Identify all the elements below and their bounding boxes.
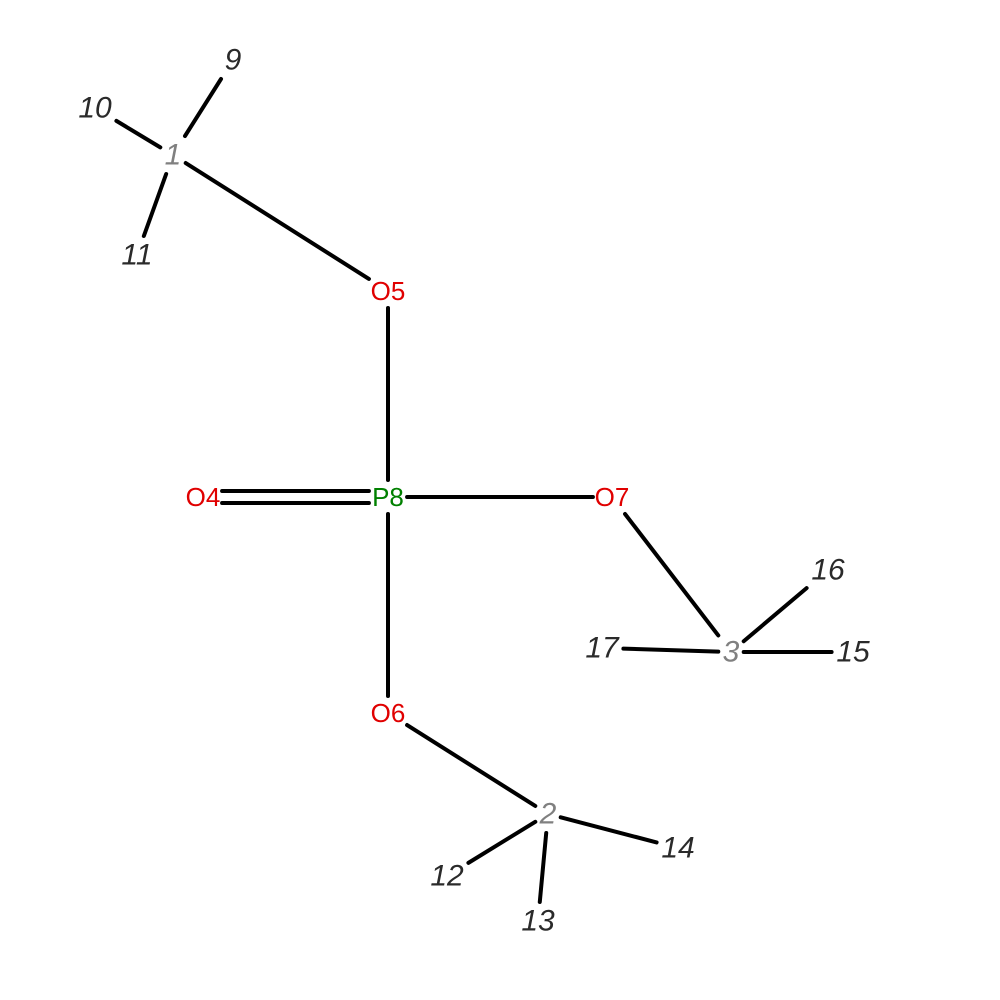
atom-element-label: O4 <box>186 482 221 512</box>
atom-index-label: 14 <box>661 832 694 865</box>
bond-line <box>116 121 160 147</box>
bond-line <box>186 163 369 279</box>
molecular-structure-diagram: 1 9 10 11 O5 P8 O4 O7 O6 3 15 16 17 2 12 13 14 <box>0 0 1000 1000</box>
atom-index-label: 15 <box>836 636 870 669</box>
bond-line <box>625 514 718 635</box>
atom-element-label: O5 <box>371 276 406 306</box>
atom-element-label: O6 <box>371 698 406 728</box>
atom-element-label: P8 <box>372 482 404 512</box>
atom-index-label: 3 <box>723 636 740 669</box>
atom-index-label: 11 <box>121 239 152 272</box>
bond-line <box>468 822 535 863</box>
bond-line <box>744 588 807 641</box>
bond-line <box>561 817 657 842</box>
atom-element-label: O7 <box>595 482 630 512</box>
atom-index-label: 2 <box>539 798 557 831</box>
bond-line <box>540 833 546 902</box>
bond-line <box>623 649 718 652</box>
bond-line <box>185 79 221 136</box>
atom-index-label: 10 <box>78 92 112 125</box>
atom-index-label: 1 <box>165 139 182 172</box>
atom-index-label: 13 <box>521 905 555 938</box>
bond-line <box>407 725 535 806</box>
bond-line <box>144 174 166 236</box>
atom-index-label: 17 <box>585 632 620 665</box>
atom-layer: 1 9 10 11 O5 P8 O4 O7 O6 3 15 16 17 2 12 13 14 <box>78 44 870 938</box>
atom-index-label: 12 <box>430 860 464 893</box>
bond-layer <box>116 79 831 902</box>
atom-index-label: 9 <box>225 44 242 77</box>
atom-index-label: 16 <box>811 554 845 587</box>
